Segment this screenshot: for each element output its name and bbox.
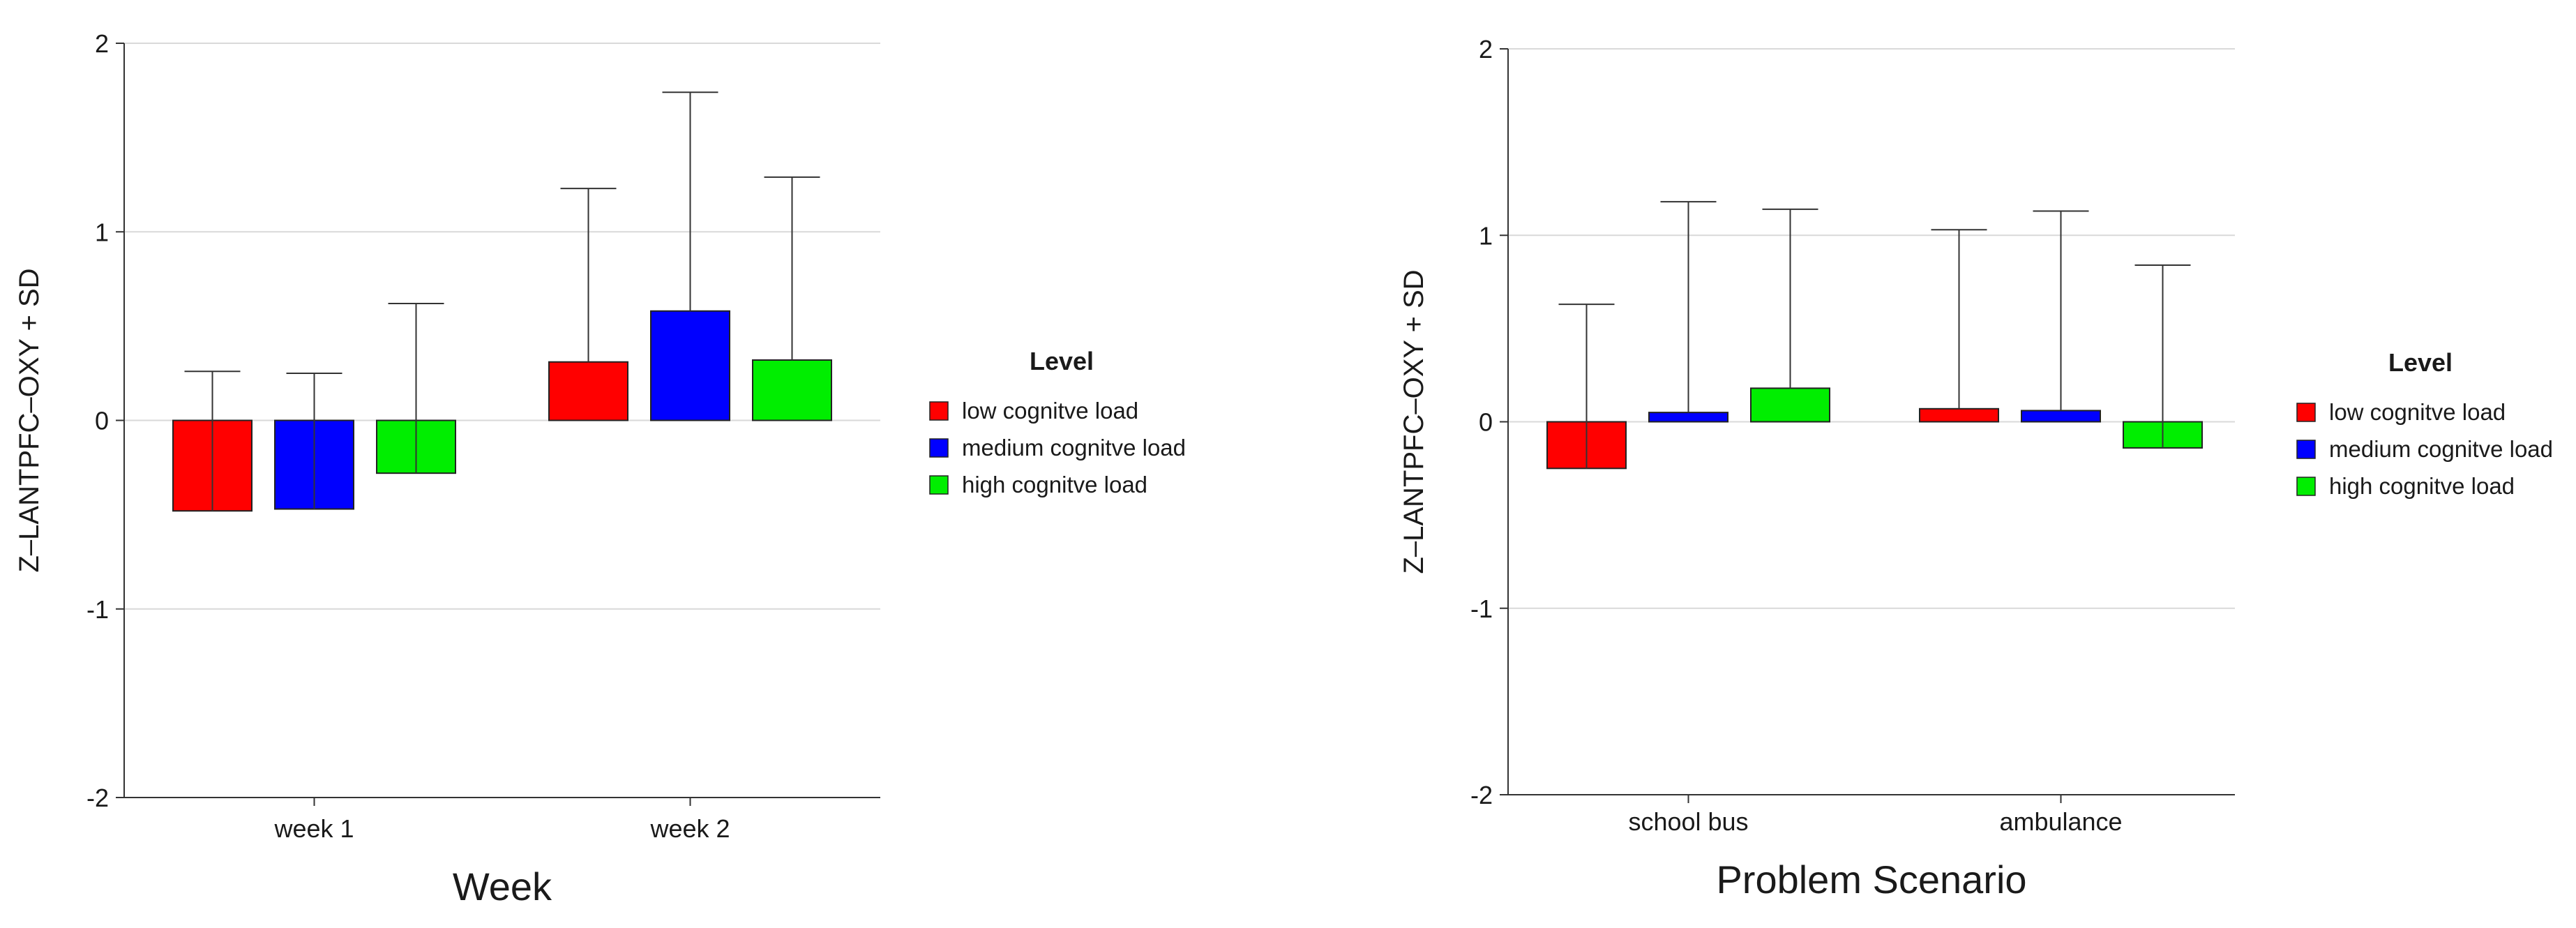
legend-label: low cognitve load: [2329, 399, 2506, 425]
bar: [548, 361, 628, 421]
bar: [752, 359, 832, 421]
y-tick-label: 2: [95, 29, 109, 58]
legend-label: low cognitve load: [962, 398, 1138, 424]
legend-label: medium cognitve load: [962, 435, 1186, 461]
x-axis-label: Week: [453, 865, 552, 908]
x-tick-label: school bus: [1628, 807, 1748, 836]
bar: [650, 310, 730, 421]
legend-swatch: [929, 438, 949, 458]
x-tick-label: ambulance: [1999, 807, 2122, 836]
legend-swatch: [2296, 403, 2316, 422]
legend-swatch: [2296, 477, 2316, 496]
y-tick-label: -1: [86, 595, 109, 624]
y-tick-label: 1: [1479, 221, 1493, 250]
bar: [1750, 387, 1830, 423]
legend-title: Level: [2388, 348, 2453, 377]
y-tick-label: -2: [1470, 781, 1493, 809]
y-axis-label: Z–LANTPFC–OXY + SD: [14, 268, 45, 572]
bar: [2021, 410, 2101, 423]
legend-swatch: [929, 475, 949, 495]
legend-swatch: [2296, 440, 2316, 459]
bar: [1919, 407, 1999, 423]
y-tick-label: -2: [86, 784, 109, 812]
y-tick-label: 0: [1479, 408, 1493, 437]
legend-title: Level: [1030, 347, 1094, 375]
x-axis-label: Problem Scenario: [1716, 858, 2026, 901]
chart-2: -2 -1 0 1 2 school bus ambulance Problem Scenar…: [1399, 35, 2553, 901]
x-tick-label: week 2: [649, 814, 730, 843]
x-tick-label: week 1: [273, 814, 354, 843]
y-tick-label: 2: [1479, 35, 1493, 63]
y-tick-label: 1: [95, 218, 109, 246]
legend-label: high cognitve load: [962, 472, 1147, 497]
bar: [1648, 412, 1728, 423]
y-axis-label: Z–LANTPFC–OXY + SD: [1399, 269, 1429, 574]
chart-1: -2 -1 0 1 2 week 1 week 2 Week Z–LANTPFC–OXY + S…: [14, 29, 1186, 908]
legend-swatch: [929, 401, 949, 421]
y-tick-label: -1: [1470, 594, 1493, 623]
y-tick-label: 0: [95, 407, 109, 435]
legend-label: medium cognitve load: [2329, 436, 2553, 462]
legend-label: high cognitve load: [2329, 473, 2515, 499]
